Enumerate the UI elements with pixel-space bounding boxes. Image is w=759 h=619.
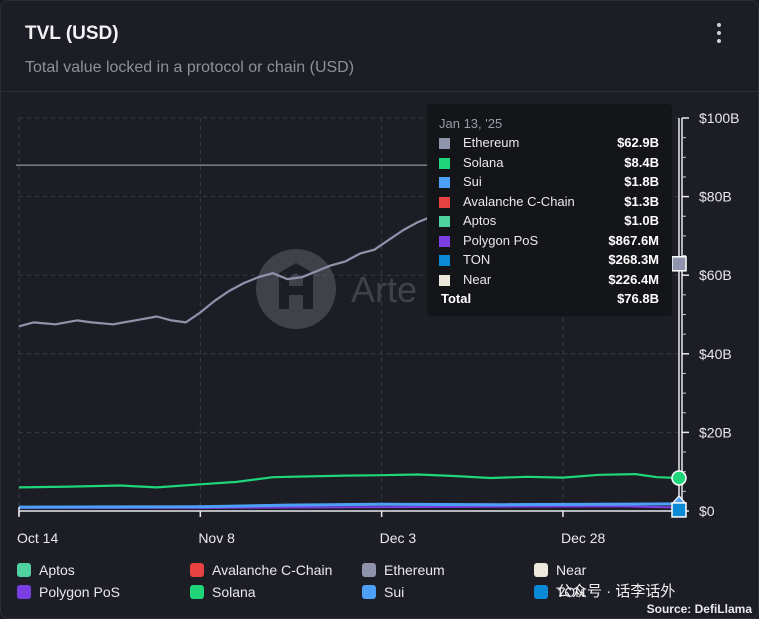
hover-marker-ton [671, 502, 687, 518]
source-label: Source: DefiLlama [646, 602, 752, 616]
tooltip-series-value: $1.3B [624, 193, 659, 209]
legend-label: Solana [212, 584, 256, 600]
tooltip-swatch [439, 138, 450, 149]
tooltip-series-value: $62.9B [617, 135, 659, 150]
legend-swatch [190, 563, 204, 577]
y-tick-label: $0 [699, 503, 715, 519]
legend-label: Avalanche C-Chain [212, 562, 333, 578]
legend-swatch [362, 563, 376, 577]
legend-swatch [17, 563, 31, 577]
wechat-account-watermark: 公众号 · 话李话外 [557, 583, 676, 600]
legend-label: Near [556, 562, 587, 578]
tooltip-series-name: Sui [463, 174, 482, 189]
legend-swatch [362, 585, 376, 599]
hover-marker-ethereum [671, 256, 687, 272]
x-tick-label: Oct 14 [17, 530, 58, 546]
tooltip-series-name: Solana [463, 154, 504, 170]
tooltip-series-value: $8.4B [624, 154, 659, 170]
y-tick-label: $60B [699, 267, 732, 283]
tooltip-series-name: Avalanche C-Chain [463, 193, 575, 209]
hover-tooltip: Jan 13, '25 Ethereum $62.9B Solana $8.4B Sui… [427, 104, 672, 316]
tooltip-row: Near $226.4M [439, 271, 659, 289]
tooltip-series-name: TON [463, 252, 491, 267]
tooltip-swatch [439, 157, 450, 169]
tooltip-swatch [439, 274, 450, 286]
tooltip-row: Solana $8.4B [439, 154, 659, 172]
tooltip-swatch [439, 196, 450, 208]
tooltip-series-name: Ethereum [463, 135, 520, 150]
tooltip-row: Sui $1.8B [439, 173, 659, 191]
legend-label: TON [556, 584, 586, 600]
legend-label: Sui [384, 584, 405, 600]
y-tick-label: $40B [699, 346, 732, 362]
tooltip-swatch [439, 255, 450, 266]
artemis-watermark: Arte [256, 249, 417, 329]
series-line-solana [18, 473, 680, 489]
tooltip-date: Jan 13, '25 [439, 116, 503, 131]
legend-swatch [534, 585, 548, 599]
legend-swatch [534, 563, 548, 577]
tooltip-swatch [439, 235, 450, 247]
header-divider [1, 91, 758, 92]
series-line-sui [18, 502, 680, 509]
tooltip-swatch [439, 177, 450, 188]
legend-label: Ethereum [384, 562, 445, 578]
x-tick-label: Nov 8 [198, 530, 235, 546]
tooltip-swatch [439, 216, 450, 227]
tooltip-series-value: $1.0B [624, 213, 659, 228]
tooltip-series-name: Aptos [463, 213, 497, 228]
tooltip-row: Avalanche C-Chain $1.3B [439, 193, 659, 211]
tooltip-series-name: Polygon PoS [463, 232, 539, 248]
tooltip-series-value: $268.3M [608, 252, 659, 267]
watermark-glyph-icon [279, 263, 313, 309]
tooltip-row: Polygon PoS $867.6M [439, 232, 659, 250]
tooltip-series-value: $1.8B [624, 174, 659, 189]
hover-marker-solana [671, 470, 687, 486]
tooltip-series-value: $226.4M [608, 271, 659, 287]
more-options-icon[interactable] [711, 23, 727, 51]
tooltip-total-row: Total $76.8B [439, 290, 659, 308]
y-tick-label: $20B [699, 424, 732, 440]
y-tick-label: $100B [699, 110, 739, 126]
tooltip-total-label: Total [441, 291, 472, 306]
tooltip-row: Ethereum $62.9B [439, 134, 659, 152]
x-tick-label: Dec 3 [380, 530, 417, 546]
tooltip-row: Aptos $1.0B [439, 212, 659, 230]
y-tick-label: $80B [699, 189, 732, 205]
legend-swatch [17, 585, 31, 599]
chart-subtitle: Total value locked in a protocol or chai… [25, 59, 355, 76]
chart-title: TVL (USD) [25, 23, 119, 44]
watermark-logo-icon [256, 249, 336, 329]
tooltip-row: TON $268.3M [439, 251, 659, 269]
legend-swatch [190, 585, 204, 599]
legend-label: Polygon PoS [39, 584, 120, 600]
tooltip-series-value: $867.6M [608, 232, 659, 248]
series-line-ethereum [18, 205, 477, 328]
watermark-text: Arte [351, 269, 417, 310]
tooltip-total-value: $76.8B [617, 291, 659, 306]
x-tick-label: Dec 28 [561, 530, 606, 546]
legend-label: Aptos [39, 562, 75, 578]
tooltip-series-name: Near [463, 271, 492, 287]
